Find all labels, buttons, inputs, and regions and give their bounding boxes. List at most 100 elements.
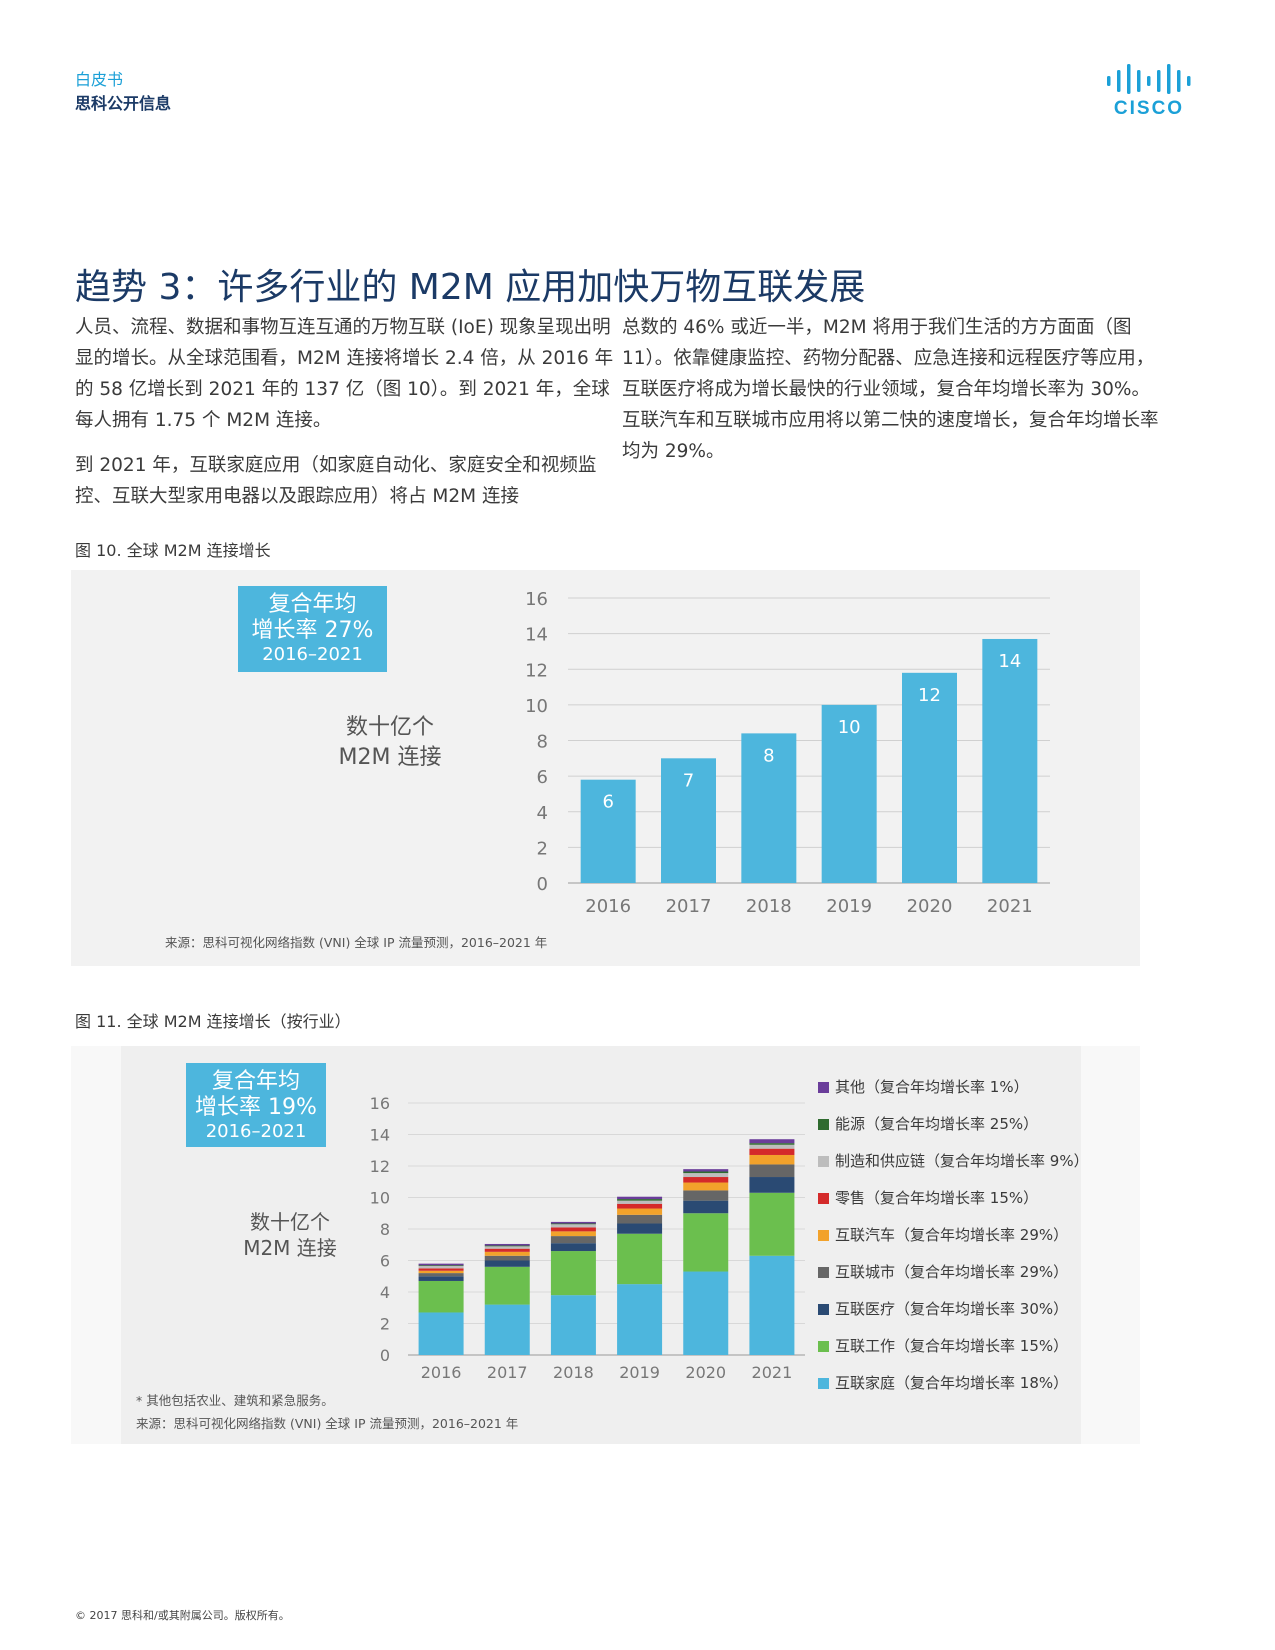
stacked-bar-segment: [418, 1265, 464, 1267]
legend-swatch: [818, 1193, 829, 1204]
stacked-bar-segment: [749, 1255, 795, 1355]
y-tick-label: 10: [370, 1189, 390, 1208]
stacked-bar-segment: [617, 1223, 663, 1234]
cagr-line-3: 2016–2021: [205, 1121, 307, 1142]
cagr-line-2: 增长率 19%: [195, 1095, 317, 1120]
legend-label: 能源（复合年均增长率 25%）: [835, 1115, 1039, 1133]
stacked-bar-segment: [617, 1199, 663, 1201]
stacked-bar-segment: [749, 1148, 795, 1155]
x-tick-label: 2016: [421, 1363, 462, 1382]
legend-swatch: [818, 1119, 829, 1130]
paragraph: 总数的 46% 或近一半，M2M 将用于我们生活的方方面面（图 11）。依靠健康…: [622, 317, 1159, 462]
x-tick-label: 2018: [553, 1363, 594, 1382]
y-tick-label: 16: [525, 589, 548, 610]
legend-label: 制造和供应链（复合年均增长率 9%）: [835, 1152, 1089, 1170]
stacked-bar-segment: [418, 1312, 464, 1355]
legend-swatch: [818, 1304, 829, 1315]
stacked-bar-segment: [484, 1251, 530, 1256]
y-tick-label: 12: [525, 660, 548, 681]
x-tick-label: 2021: [752, 1363, 793, 1382]
stacked-bar-segment: [683, 1200, 729, 1214]
figure-11-cagr-badge: 复合年均 增长率 19% 2016–2021: [186, 1063, 326, 1147]
x-tick-label: 2020: [685, 1363, 726, 1382]
stacked-bar-segment: [749, 1154, 795, 1165]
figure-10-chart: 0 2 4 6 8 10 12 14 16 6 2016 7 2017 8 2018 10 2019 12 2020…: [525, 589, 1050, 917]
stacked-bar-segment: [550, 1251, 596, 1296]
y-tick-label: 0: [380, 1346, 390, 1365]
stacked-bar-segment: [749, 1144, 795, 1149]
stacked-bar-segment: [683, 1190, 729, 1201]
legend-swatch: [818, 1156, 829, 1167]
stacked-bar-segment: [418, 1270, 464, 1274]
stacked-bar-segment: [418, 1280, 464, 1313]
y-tick-label: 2: [537, 838, 548, 859]
stacked-bar-segment: [418, 1266, 464, 1269]
bar: [902, 672, 957, 883]
bar: [661, 758, 716, 883]
figure-10-caption: 图 10. 全球 M2M 连接增长: [75, 541, 271, 560]
stacked-bar-segment: [749, 1192, 795, 1256]
doc-type-label: 白皮书: [75, 70, 124, 89]
x-tick-label: 2021: [987, 896, 1033, 917]
stacked-bar-segment: [617, 1233, 663, 1285]
y-tick-label: 10: [525, 696, 548, 717]
figure-11-source: 来源：思科可视化网络指数 (VNI) 全球 IP 流量预测，2016–2021 …: [136, 1416, 519, 1431]
x-tick-label: 2018: [746, 896, 792, 917]
stacked-bar-segment: [418, 1276, 464, 1281]
bar-data-label: 12: [918, 685, 941, 706]
bar: [821, 704, 877, 883]
stacked-bar-segment: [418, 1268, 464, 1271]
x-tick-label: 2020: [907, 896, 953, 917]
figure-11-chart: 0 2 4 6 8 10 12 14 16 2016 2017 2018 2019 2020 2021: [370, 1094, 805, 1382]
figure-10-cagr-badge: 复合年均 增长率 27% 2016–2021: [238, 586, 387, 672]
legend-label: 其他（复合年均增长率 1%）: [835, 1078, 1029, 1096]
bar-data-label: 14: [998, 651, 1021, 672]
legend-swatch: [818, 1082, 829, 1093]
legend-label: 互联家庭（复合年均增长率 18%）: [835, 1374, 1069, 1392]
bar: [982, 638, 1038, 883]
bar-data-label: 7: [683, 770, 694, 791]
stacked-bar-segment: [484, 1255, 530, 1261]
stacked-bar-segment: [749, 1164, 795, 1178]
legend-item: 互联工作（复合年均增长率 15%）: [818, 1336, 1089, 1373]
x-tick-label: 2017: [666, 896, 712, 917]
legend-item: 制造和供应链（复合年均增长率 9%）: [818, 1151, 1089, 1188]
figure-11-unit-label: 数十亿个 M2M 连接: [210, 1209, 370, 1261]
unit-line-2: M2M 连接: [243, 1236, 337, 1260]
y-tick-label: 6: [537, 767, 548, 788]
figure-10-unit-label: 数十亿个 M2M 连接: [310, 713, 470, 773]
legend-label: 互联汽车（复合年均增长率 29%）: [835, 1226, 1069, 1244]
x-tick-label: 2017: [487, 1363, 528, 1382]
figure-11-legend: 其他（复合年均增长率 1%） 能源（复合年均增长率 25%） 制造和供应链（复合年均…: [818, 1077, 1089, 1410]
legend-item: 能源（复合年均增长率 25%）: [818, 1114, 1089, 1151]
stacked-bar-segment: [617, 1214, 663, 1224]
unit-line-1: 数十亿个: [345, 715, 434, 740]
stacked-bar-segment: [617, 1203, 663, 1209]
bar-data-label: 6: [602, 792, 613, 813]
cagr-line-2: 增长率 27%: [251, 618, 374, 643]
bar-data-label: 10: [838, 717, 861, 738]
x-tick-label: 2019: [826, 896, 872, 917]
stacked-bar-segment: [484, 1304, 530, 1355]
body-left-column: 人员、流程、数据和事物互连互通的万物互联 (IoE) 现象呈现出明显的增长。从全…: [75, 312, 615, 526]
stacked-bar-segment: [550, 1223, 596, 1225]
stacked-bar-segment: [683, 1171, 729, 1174]
stacked-bar-segment: [617, 1208, 663, 1215]
legend-label: 零售（复合年均增长率 15%）: [835, 1189, 1039, 1207]
legend-label: 互联城市（复合年均增长率 29%）: [835, 1263, 1069, 1281]
figure-11-note: * 其他包括农业、建筑和紧急服务。: [136, 1393, 334, 1408]
stacked-bar-segment: [550, 1224, 596, 1228]
y-tick-label: 16: [370, 1094, 390, 1113]
copyright-footer: © 2017 思科和/或其附属公司。版权所有。: [75, 1609, 290, 1622]
stacked-bar-segment: [550, 1295, 596, 1355]
stacked-bar-segment: [683, 1182, 729, 1191]
stacked-bar-segment: [683, 1271, 729, 1355]
y-tick-label: 14: [525, 625, 548, 646]
bar-data-label: 8: [763, 745, 774, 766]
y-tick-label: 0: [537, 874, 548, 895]
stacked-bar-segment: [617, 1200, 663, 1204]
cagr-line-1: 复合年均: [211, 1069, 300, 1094]
legend-item: 互联家庭（复合年均增长率 18%）: [818, 1373, 1089, 1410]
figure-11-caption: 图 11. 全球 M2M 连接增长（按行业）: [75, 1012, 351, 1031]
stacked-bar-segment: [683, 1213, 729, 1272]
